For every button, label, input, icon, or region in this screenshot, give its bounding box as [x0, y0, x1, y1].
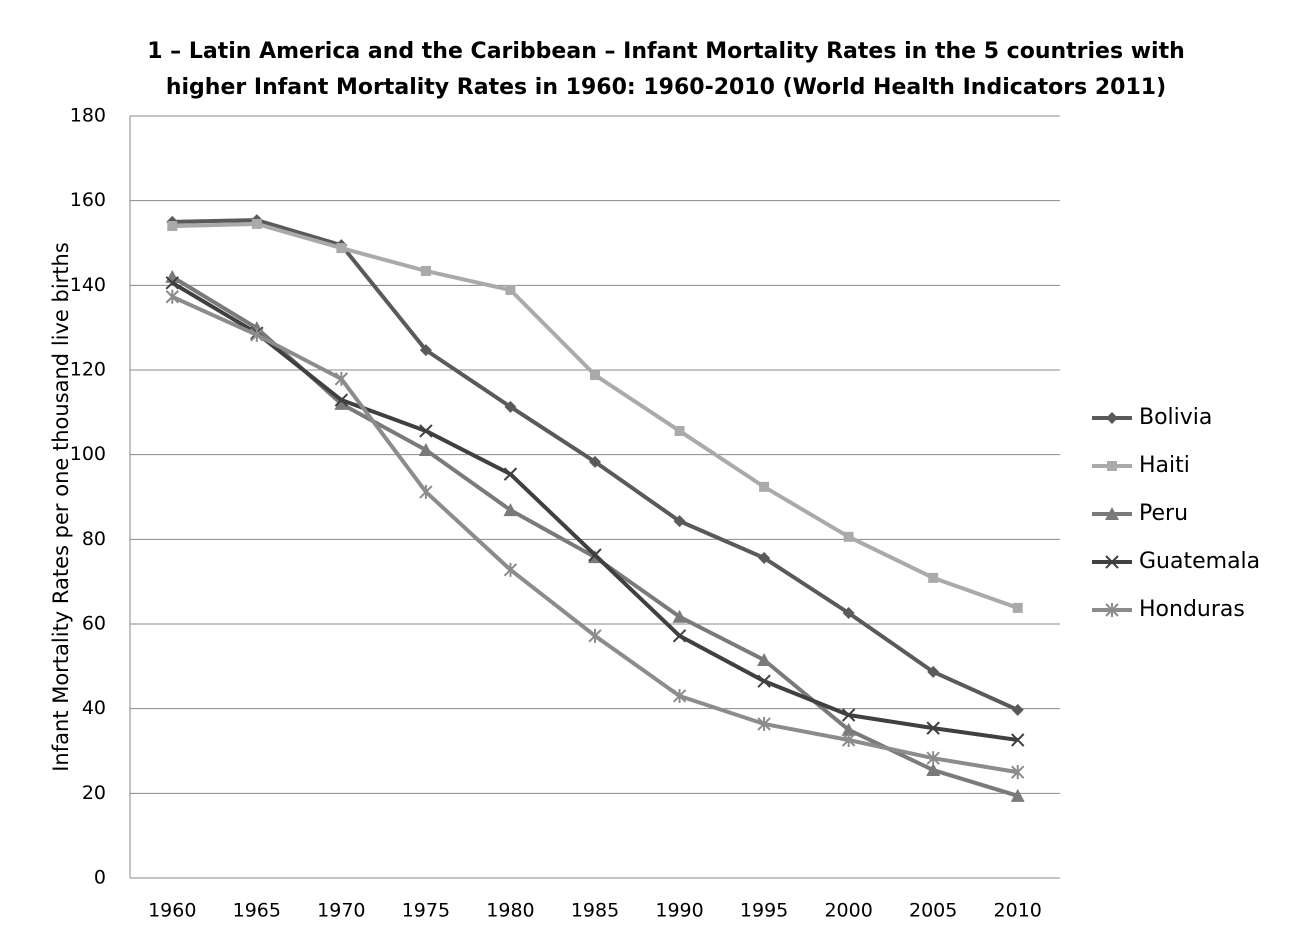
- y-tick-label: 140: [70, 274, 106, 296]
- x-tick-label: 1980: [486, 900, 534, 922]
- x-tick-label: 2010: [994, 900, 1042, 922]
- y-tick-label: 60: [82, 613, 106, 635]
- x-tick-label: 1990: [655, 900, 703, 922]
- marker: [1012, 602, 1023, 613]
- y-tick-label: 80: [82, 528, 106, 550]
- marker: [165, 289, 179, 304]
- marker: [926, 751, 940, 766]
- marker: [503, 503, 518, 517]
- marker: [927, 665, 940, 678]
- x-tick-label: 1995: [740, 900, 788, 922]
- marker: [841, 708, 856, 722]
- x-tick-label: 1960: [148, 900, 196, 922]
- marker: [757, 674, 771, 688]
- marker: [336, 243, 347, 254]
- marker: [588, 628, 602, 643]
- marker: [673, 515, 686, 528]
- marker: [674, 425, 685, 436]
- legend-label: Peru: [1139, 501, 1188, 526]
- legend-label: Honduras: [1139, 597, 1245, 622]
- marker: [334, 396, 349, 410]
- marker: [1105, 555, 1119, 569]
- marker: [841, 722, 856, 736]
- marker: [926, 721, 940, 735]
- marker: [419, 344, 432, 357]
- x-tick-label: 1985: [571, 900, 619, 922]
- marker: [1011, 765, 1025, 780]
- marker: [672, 609, 687, 623]
- marker: [334, 393, 349, 407]
- marker: [758, 551, 771, 564]
- legend-label: Haiti: [1139, 453, 1190, 478]
- marker: [1105, 507, 1119, 520]
- marker: [928, 572, 939, 583]
- marker: [167, 221, 178, 232]
- marker: [419, 424, 433, 438]
- y-tick-label: 160: [70, 189, 106, 211]
- series-line: [171, 281, 1019, 742]
- marker: [505, 284, 516, 295]
- marker: [503, 562, 518, 577]
- marker: [672, 688, 687, 703]
- marker: [672, 629, 687, 643]
- x-tick-label: 1970: [317, 900, 365, 922]
- marker: [842, 606, 855, 619]
- legend-label: Bolivia: [1139, 405, 1212, 430]
- y-tick-label: 40: [82, 697, 106, 719]
- marker: [250, 327, 264, 342]
- marker: [165, 276, 179, 290]
- y-tick-label: 120: [70, 359, 106, 381]
- marker: [1107, 461, 1117, 471]
- chart-title: 1 – Latin America and the Caribbean – In…: [147, 39, 1185, 100]
- marker: [334, 371, 349, 386]
- marker: [418, 443, 433, 457]
- marker: [759, 481, 770, 492]
- y-axis-label: Infant Mortality Rates per one thousand …: [49, 242, 73, 772]
- marker: [589, 455, 601, 468]
- x-tick-label: 1965: [233, 900, 281, 922]
- x-tick-label: 2000: [824, 900, 872, 922]
- y-tick-label: 100: [70, 443, 106, 465]
- marker: [1010, 788, 1025, 802]
- marker: [251, 218, 262, 229]
- marker: [1105, 603, 1119, 617]
- legend-label: Guatemala: [1139, 549, 1260, 574]
- marker: [503, 467, 518, 481]
- marker: [588, 548, 602, 562]
- marker: [843, 531, 854, 542]
- marker: [1011, 733, 1025, 747]
- marker: [420, 265, 431, 276]
- y-tick-label: 20: [82, 782, 106, 804]
- marker: [504, 400, 517, 413]
- x-tick-label: 2005: [909, 900, 957, 922]
- x-tick-label: 1975: [402, 900, 450, 922]
- marker: [1106, 412, 1118, 424]
- marker: [165, 269, 180, 283]
- marker: [926, 763, 941, 777]
- marker: [590, 370, 600, 381]
- marker: [757, 716, 771, 731]
- marker: [419, 484, 433, 499]
- marker: [1011, 703, 1024, 716]
- marker: [841, 732, 856, 747]
- marker: [757, 652, 772, 666]
- y-tick-label: 180: [70, 105, 106, 127]
- y-tick-label: 0: [94, 867, 106, 889]
